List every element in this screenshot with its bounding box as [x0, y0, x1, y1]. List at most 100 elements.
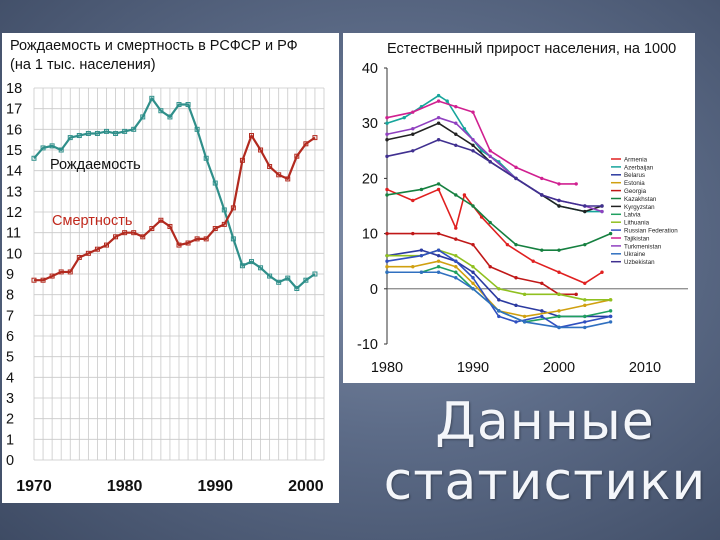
death-rate-point: [239, 157, 245, 163]
series-point-kazakhstan: [436, 182, 441, 186]
series-point-ukraine: [522, 320, 527, 324]
series-point-georgia: [514, 276, 518, 280]
series-point-belarus: [497, 298, 501, 302]
birth-rate-point: [221, 207, 227, 213]
series-point-latvia: [454, 270, 458, 274]
series-point-belarus: [540, 309, 544, 313]
left-chart-title: Рождаемость и смертность в РСФСР и РФ: [10, 38, 298, 54]
series-point-tajikistan: [574, 182, 578, 186]
series-point-azerbaijan: [385, 121, 389, 125]
series-point-armenia: [454, 226, 458, 230]
left-x-tick-label: 2000: [288, 478, 324, 495]
series-point-turkmenistan: [454, 121, 458, 125]
series-point-belarus: [471, 270, 475, 274]
left-y-tick-label: 1: [6, 432, 14, 448]
series-point-kazakhstan: [385, 193, 389, 197]
birth-rate-point: [212, 180, 218, 186]
series-point-russian-federation: [514, 320, 518, 324]
left-y-tick-label: 15: [6, 143, 22, 159]
left-y-tick-label: 10: [6, 246, 22, 262]
slide-caption: Данные статистики: [380, 392, 710, 512]
series-point-lithuania: [454, 253, 458, 258]
series-point-kazakhstan: [514, 242, 518, 247]
series-point-uzbekistan: [454, 143, 458, 147]
legend-label-death: Смертность: [52, 213, 132, 229]
series-point-lithuania: [557, 292, 561, 297]
right-y-tick-label: -10: [357, 337, 378, 353]
right-y-tick-label: 30: [362, 116, 378, 132]
legend-label: Georgia: [624, 188, 647, 195]
series-point-russian-federation: [471, 276, 475, 280]
series-point-russian-federation: [419, 253, 424, 258]
left-y-tick-label: 17: [6, 102, 22, 118]
series-point-lithuania: [497, 287, 501, 291]
birth-rate-point: [40, 145, 46, 151]
natural-increase-chart: Естественный прирост населения, на 1000 …: [357, 41, 688, 376]
death-rate-point: [67, 269, 73, 275]
series-point-uzbekistan: [488, 160, 492, 164]
death-rate-point: [140, 234, 146, 240]
birth-rate-point: [94, 130, 100, 136]
series-point-kazakhstan: [583, 242, 587, 247]
series-point-uzbekistan: [514, 176, 518, 181]
caption-line-1: Данные: [435, 392, 655, 452]
left-y-tick-label: 3: [6, 391, 14, 407]
series-point-ukraine: [436, 270, 441, 274]
birth-rate-point: [85, 130, 91, 136]
birth-rate-point: [312, 271, 318, 277]
birth-rate-point: [230, 236, 236, 242]
series-line-lithuania: [387, 249, 611, 301]
series-point-russian-federation: [436, 248, 441, 252]
birth-rate-point: [49, 143, 55, 149]
series-point-lithuania: [471, 265, 475, 269]
series-point-georgia: [385, 231, 389, 236]
birth-rate-point: [285, 275, 291, 281]
series-point-turkmenistan: [600, 209, 604, 214]
series-point-kazakhstan: [540, 248, 544, 252]
death-rate-point: [312, 135, 318, 141]
series-point-ukraine: [385, 270, 389, 274]
series-point-kazakhstan: [557, 248, 561, 252]
right-x-tick-label: 2000: [543, 360, 575, 376]
death-rate-point: [40, 277, 46, 283]
legend-label: Kazakhstan: [624, 196, 657, 203]
series-point-uzbekistan: [557, 198, 561, 203]
death-rate-point: [94, 246, 100, 252]
series-point-lithuania: [385, 253, 389, 258]
series-point-belarus: [436, 253, 441, 258]
legend-label: Lithuania: [624, 220, 650, 227]
series-point-estonia: [583, 303, 587, 308]
series-point-turkmenistan: [488, 154, 492, 159]
death-rate-point: [58, 269, 64, 275]
series-point-tajikistan: [454, 104, 458, 109]
series-point-azerbaijan: [436, 93, 441, 98]
series-point-kyrgyzstan: [583, 209, 587, 214]
death-rate-point: [49, 273, 55, 279]
series-point-belarus: [514, 303, 518, 308]
birth-rate-point: [194, 126, 200, 132]
series-point-estonia: [522, 314, 527, 319]
series-point-belarus: [419, 248, 424, 252]
series-point-uzbekistan: [385, 154, 389, 159]
birth-death-chart-panel: 0 1 2 3 4 5 6 7 8 9 10 11 12 13 14 15 16 17 18 1970 1980 199…: [2, 33, 339, 503]
left-y-tick-label: 6: [6, 329, 14, 345]
series-point-armenia: [505, 242, 510, 247]
series-point-kazakhstan: [419, 187, 424, 192]
left-chart-subtitle: (на 1 тыс. населения): [10, 57, 156, 73]
series-point-uzbekistan: [540, 193, 544, 197]
series-point-tajikistan: [488, 149, 492, 153]
left-y-tick-label: 14: [6, 164, 22, 180]
right-chart-title: Естественный прирост населения, на 1000: [387, 41, 676, 57]
series-line-tajikistan: [386, 100, 577, 185]
birth-rate-point: [58, 147, 64, 153]
legend-label: Turkmenistan: [624, 243, 662, 250]
natural-increase-chart-panel: Естественный прирост населения, на 1000 …: [343, 33, 695, 383]
death-rate-point: [113, 234, 119, 240]
series-point-estonia: [557, 309, 561, 313]
legend-label: Uzbekistan: [624, 259, 655, 266]
series-point-armenia: [531, 259, 535, 263]
series-point-georgia: [471, 242, 475, 247]
left-y-tick-label: 7: [6, 308, 14, 324]
series-point-ukraine: [419, 270, 424, 274]
